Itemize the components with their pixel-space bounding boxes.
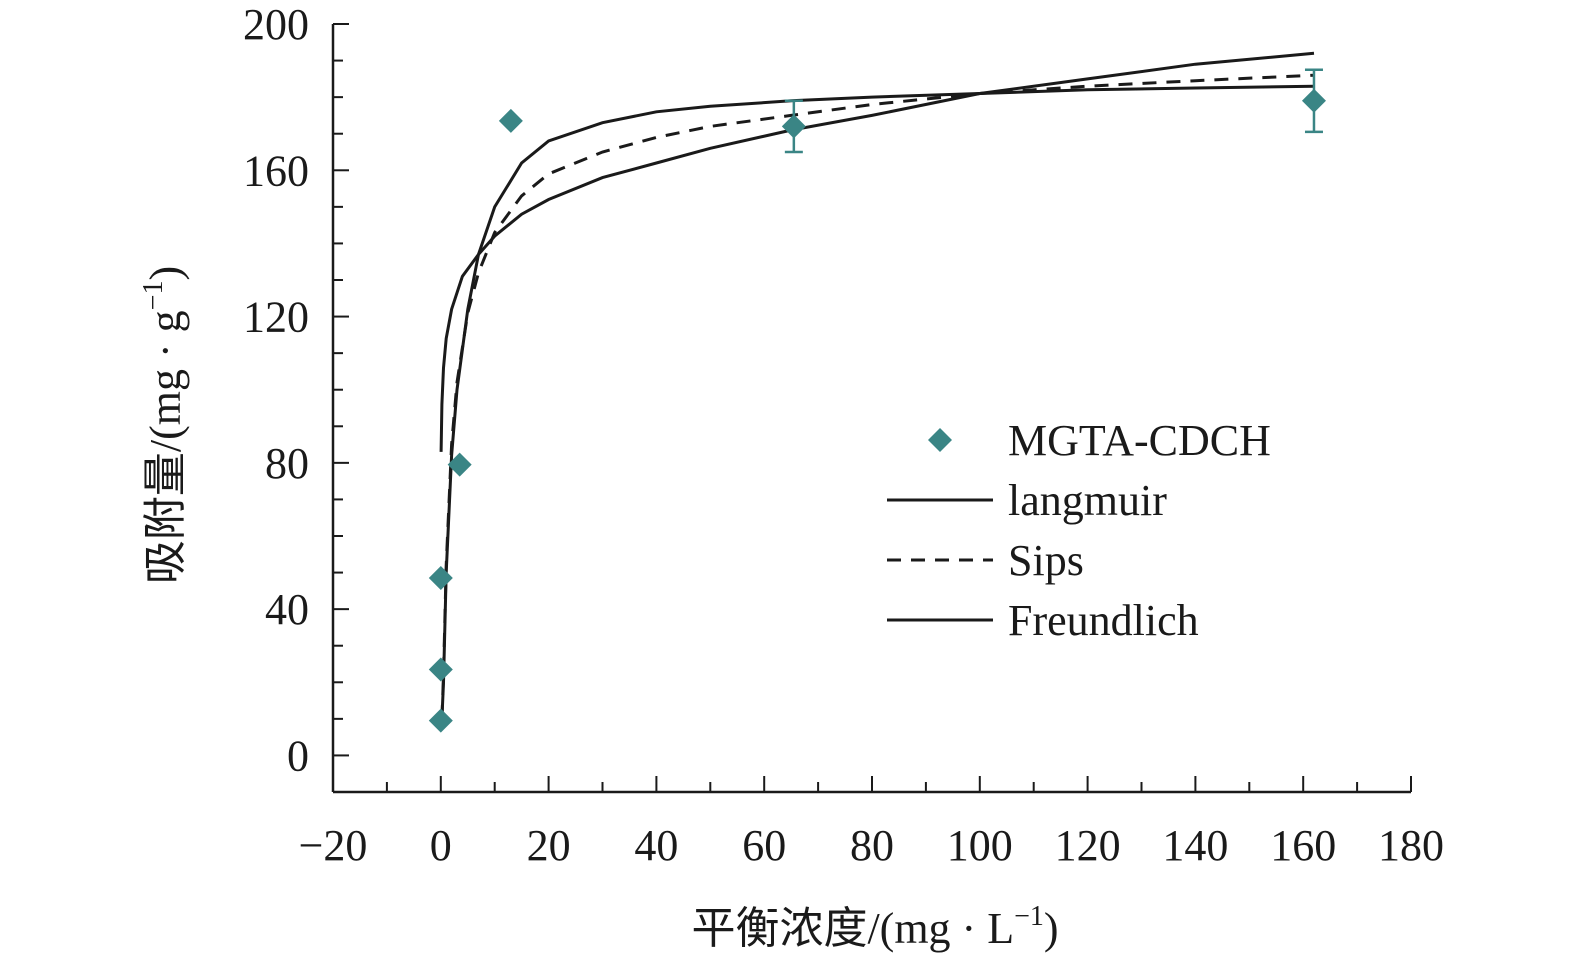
x-tick-label: 0 <box>430 821 452 870</box>
x-tick-label: 20 <box>527 821 571 870</box>
data-point <box>428 708 453 733</box>
y-tick-label: 120 <box>243 293 309 342</box>
y-tick-label: 160 <box>243 146 309 195</box>
data-point <box>498 108 523 133</box>
x-tick-label: 180 <box>1378 821 1444 870</box>
legend-label: MGTA-CDCH <box>1008 416 1271 465</box>
x-tick-label: 80 <box>850 821 894 870</box>
data-point <box>428 657 453 682</box>
axes: 0 40 80 120 160 200 −20 0 20 40 60 80 100 120 140 160 18… <box>243 0 1444 870</box>
y-tick-label: 200 <box>243 0 309 49</box>
x-tick-label: 140 <box>1162 821 1228 870</box>
x-tick-label: 160 <box>1270 821 1336 870</box>
x-tick-label: 100 <box>947 821 1013 870</box>
data-points <box>428 68 1326 733</box>
y-tick-label: 80 <box>265 439 309 488</box>
y-axis-title: 吸附量/(mg · g−1) <box>138 266 190 584</box>
legend: MGTA-CDCH langmuir Sips Freundlich <box>887 416 1271 645</box>
legend-label: langmuir <box>1008 476 1167 525</box>
legend-label: Freundlich <box>1008 596 1199 645</box>
legend-label: Sips <box>1008 536 1084 585</box>
x-tick-label: −20 <box>299 821 368 870</box>
legend-marker <box>928 428 952 452</box>
data-point <box>428 566 453 591</box>
data-point <box>781 114 806 139</box>
x-tick-label: 120 <box>1055 821 1121 870</box>
data-point <box>1301 88 1326 113</box>
y-tick-label: 0 <box>287 731 309 780</box>
fit-curves <box>439 51 1315 719</box>
x-axis-title: 平衡浓度/(mg · L−1) <box>691 901 1058 953</box>
y-tick-label: 40 <box>265 585 309 634</box>
x-tick-label: 60 <box>742 821 786 870</box>
series-line-freundlich <box>439 51 1315 452</box>
x-tick-label: 40 <box>634 821 678 870</box>
data-point <box>447 452 472 477</box>
